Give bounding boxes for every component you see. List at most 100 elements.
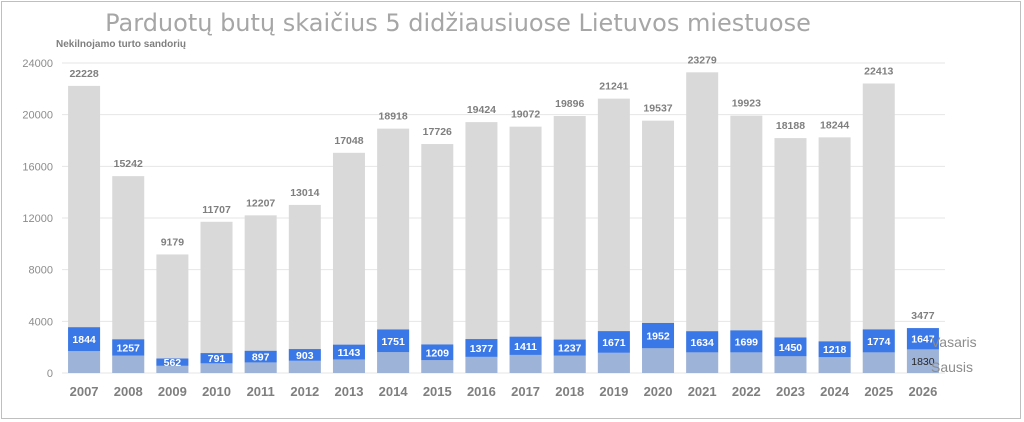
total-value-label: 18188 [776,120,805,132]
vasaris-value-label: 1647 [911,334,935,346]
vasaris-value-label: 1377 [470,343,494,355]
bars: 1844 22228 1257 15242 562 9179 791 11707 897 1220… [68,54,939,374]
bar-total [509,126,542,373]
total-value-label: 3477 [911,310,935,322]
x-tick-label: 2008 [114,384,143,399]
bar-sausis [553,355,586,373]
bar-total [686,72,719,373]
total-value-label: 22228 [69,68,98,80]
bar-total [288,204,321,373]
total-value-label: 18918 [379,111,408,123]
x-tick-label: 2024 [820,384,850,399]
bar-vasaris [818,341,851,358]
bar-sausis [112,355,145,373]
y-axis: 0 4000 8000 12000 16000 20000 24000 [22,58,53,380]
total-value-label: 19923 [732,98,761,110]
total-value-label: 19896 [555,98,584,110]
bar-total [774,138,807,373]
bar-sausis [200,363,233,373]
vasaris-value-label: 1450 [779,342,803,354]
x-tick-label: 2020 [644,384,673,399]
y-tick-label: 12000 [22,213,53,225]
total-value-label: 17726 [423,126,452,138]
vasaris-value-label: 1209 [426,347,450,359]
total-value-label: 12207 [246,197,275,209]
x-tick-label: 2010 [202,384,231,399]
x-tick-label: 2009 [158,384,187,399]
vasaris-value-label: 1143 [338,347,361,359]
bar-total [465,122,498,374]
vasaris-value-label: 1634 [690,337,714,349]
legend-vasaris: Vasaris [931,334,977,350]
bar-sausis [421,360,454,373]
bar-vasaris [332,344,365,360]
bar-sausis [244,362,277,373]
vasaris-value-label: 1844 [72,334,96,346]
bar-vasaris [68,327,101,352]
bar-sausis [509,354,542,373]
bar-total [421,144,454,373]
bar-vasaris [730,330,763,353]
vasaris-value-label: 897 [252,352,270,364]
x-tick-label: 2014 [379,384,409,399]
bar-sausis [156,365,189,373]
y-tick-label: 0 [47,368,53,380]
x-tick-label: 2018 [555,384,584,399]
legend-sausis: Sausis [931,359,973,375]
bar-sausis [818,357,851,373]
vasaris-value-label: 1257 [117,342,141,354]
bar-sausis [332,359,365,373]
vasaris-value-label: 1411 [514,341,537,353]
x-tick-label: 2017 [511,384,540,399]
bar-sausis [597,352,630,373]
x-tick-label: 2012 [290,384,319,399]
vasaris-value-label: 903 [296,350,314,362]
gridlines [62,62,945,374]
total-value-label: 17048 [334,135,363,147]
bar-vasaris [200,353,233,364]
vasaris-value-label: 1699 [735,336,759,348]
bar-sausis [288,360,321,373]
y-tick-label: 24000 [22,58,53,70]
total-value-label: 19537 [643,103,672,115]
vasaris-value-label: 562 [164,357,182,369]
bar-total [597,98,630,373]
bar-vasaris [509,336,542,355]
bar-vasaris [288,349,321,361]
bar-vasaris [377,329,410,353]
bar-vasaris [906,328,939,350]
bar-vasaris [112,339,145,356]
bar-total [200,221,233,373]
y-axis-unit-label: Nekilnojamo turto sandorių [56,39,186,50]
bar-vasaris [774,337,807,357]
x-tick-label: 2019 [599,384,628,399]
vasaris-value-label: 1952 [646,331,670,343]
total-value-label: 15242 [114,158,143,170]
vasaris-value-label: 1237 [558,343,582,355]
x-tick-label: 2007 [70,384,99,399]
total-value-label: 22413 [864,65,893,77]
bar-total [730,115,763,373]
bar-sausis [686,352,719,373]
total-value-label: 13014 [290,187,319,199]
y-tick-label: 20000 [22,110,53,122]
x-tick-label: 2021 [688,384,717,399]
bar-vasaris [244,350,277,363]
x-tick-label: 2016 [467,384,496,399]
bar-sausis [906,349,939,373]
bar-vasaris [597,331,630,353]
x-tick-label: 2015 [423,384,452,399]
bar-total [553,116,586,373]
x-tick-label: 2022 [732,384,761,399]
bar-total [244,215,277,373]
y-tick-label: 8000 [29,265,53,277]
vasaris-value-label: 1774 [867,336,891,348]
total-value-label: 9179 [161,236,185,248]
total-value-label: 19072 [511,109,540,121]
x-tick-label: 2025 [864,384,893,399]
total-value-label: 21241 [599,81,628,93]
bar-vasaris [156,358,189,366]
vasaris-value-label: 1218 [823,344,847,356]
x-axis: 2007 2008 2009 2010 2011 2012 2013 2014 2015 2016… [70,384,938,399]
